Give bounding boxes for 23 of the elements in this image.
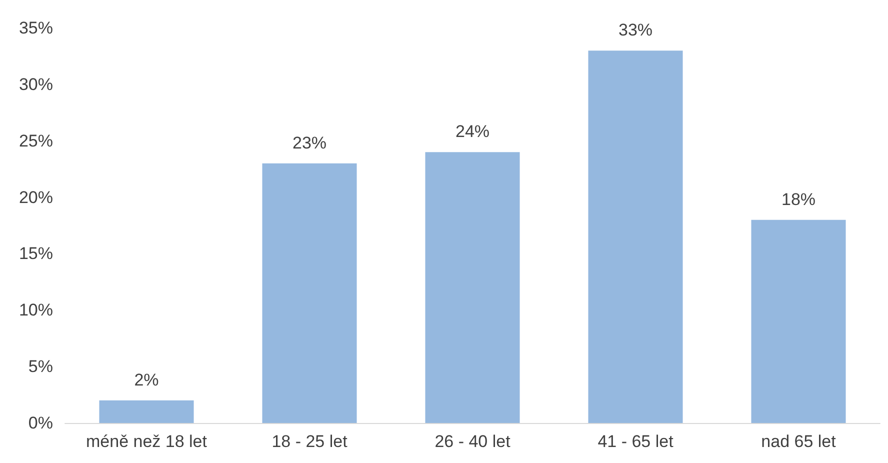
bar bbox=[751, 220, 846, 423]
data-label: 23% bbox=[292, 133, 327, 152]
x-tick-label: méně než 18 let bbox=[86, 432, 208, 451]
y-tick-label: 5% bbox=[28, 357, 53, 376]
y-tick-label: 0% bbox=[28, 414, 53, 432]
y-tick-label: 15% bbox=[18, 244, 53, 264]
x-tick-label: 26 - 40 let bbox=[434, 432, 511, 451]
bar bbox=[262, 163, 357, 423]
data-label: 18% bbox=[781, 190, 816, 209]
x-tick-label: 41 - 65 let bbox=[598, 432, 674, 451]
y-tick-label: 30% bbox=[18, 74, 53, 94]
y-tick-label: 20% bbox=[18, 188, 53, 207]
bar bbox=[425, 152, 520, 423]
bar bbox=[588, 50, 683, 423]
y-tick-label: 25% bbox=[18, 131, 53, 150]
x-tick-label: nad 65 let bbox=[761, 432, 836, 451]
data-label: 33% bbox=[618, 20, 653, 40]
x-tick-label: 18 - 25 let bbox=[272, 432, 348, 451]
bar bbox=[99, 400, 194, 423]
y-tick-label: 35% bbox=[18, 18, 53, 38]
data-label: 24% bbox=[455, 122, 490, 142]
y-tick-label: 10% bbox=[18, 300, 53, 320]
data-label: 2% bbox=[134, 370, 159, 390]
